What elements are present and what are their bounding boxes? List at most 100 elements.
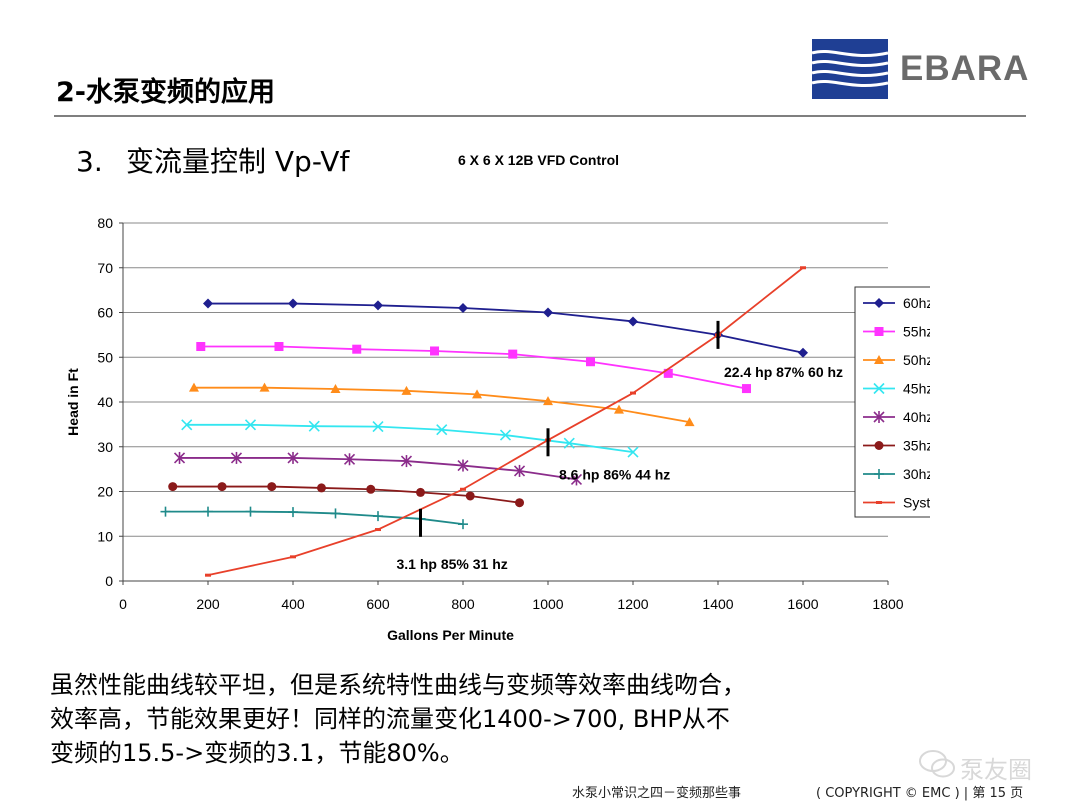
data-point: [499, 429, 512, 441]
marker-shape: [401, 385, 412, 395]
legend-label: System: [903, 495, 930, 511]
series-line-system: [207, 267, 804, 577]
series-line-40hz: [179, 457, 577, 481]
marker-shape: [515, 498, 525, 508]
marker-shape: [465, 491, 475, 501]
x-tick-label: 200: [196, 596, 220, 612]
x-tick-label: 0: [119, 596, 127, 612]
legend-marker: [874, 469, 884, 479]
data-point: [628, 316, 638, 327]
y-tick-label: 60: [97, 305, 113, 321]
marker-shape: [267, 482, 277, 492]
data-point: [160, 506, 171, 517]
data-point: [168, 482, 178, 492]
x-tick-label: 400: [281, 596, 305, 612]
data-point: [290, 555, 296, 559]
marker-shape: [613, 404, 624, 414]
marker-shape: [798, 347, 808, 358]
marker-shape: [290, 555, 296, 559]
marker-shape: [259, 382, 270, 392]
legend-label: 60hz: [903, 295, 930, 311]
data-point: [288, 507, 298, 518]
data-point: [430, 346, 440, 356]
ebara-logo: EBARA: [812, 39, 1028, 99]
data-point: [416, 487, 425, 497]
marker-shape: [416, 487, 425, 497]
marker-shape: [316, 483, 326, 493]
x-tick-label: 1000: [532, 596, 563, 612]
data-point: [343, 453, 356, 466]
x-axis-label: Gallons Per Minute: [387, 627, 514, 643]
marker-shape: [458, 303, 468, 314]
data-point: [203, 298, 213, 309]
data-point: [188, 382, 199, 392]
x-tick-label: 1200: [617, 596, 648, 612]
data-point: [663, 368, 673, 378]
legend-label: 40hz: [903, 409, 930, 425]
marker-shape: [499, 429, 512, 441]
data-point: [217, 482, 227, 492]
marker-shape: [168, 482, 178, 492]
data-point: [684, 417, 695, 427]
x-tick-label: 1400: [702, 596, 733, 612]
y-tick-label: 70: [97, 260, 113, 276]
body-line: 效率高，节能效果更好！同样的流量变化1400->700, BHP从不: [50, 705, 730, 733]
marker-shape: [274, 342, 284, 352]
marker-shape: [663, 368, 673, 378]
data-point: [586, 357, 595, 367]
data-point: [288, 298, 298, 309]
body-line: 虽然性能曲线较平坦，但是系统特性曲线与变频等效率曲线吻合，: [50, 671, 746, 699]
marker-shape: [874, 298, 884, 308]
data-point: [205, 573, 211, 577]
marker-shape: [876, 501, 882, 504]
legend-marker: [874, 441, 884, 450]
body-line: 变频的15.5->变频的3.1，节能80%。: [50, 739, 464, 767]
marker-shape: [196, 342, 206, 352]
chart-title: 6 X 6 X 12B VFD Control: [458, 152, 620, 168]
marker-shape: [800, 266, 806, 270]
x-tick-label: 800: [451, 596, 475, 612]
marker-shape: [188, 382, 199, 392]
marker-shape: [330, 384, 341, 394]
annotation-label: 3.1 hp 85% 31 hz: [397, 556, 508, 572]
data-point: [244, 419, 257, 431]
data-point: [287, 451, 299, 464]
marker-shape: [586, 357, 595, 367]
data-point: [267, 482, 277, 492]
series-line-50hz: [193, 386, 690, 424]
marker-shape: [203, 298, 213, 309]
y-tick-label: 10: [97, 528, 113, 544]
marker-shape: [628, 316, 638, 327]
data-point: [230, 451, 243, 464]
marker-shape: [543, 307, 553, 318]
marker-shape: [375, 528, 381, 532]
data-point: [472, 389, 483, 399]
marker-shape: [874, 355, 884, 364]
data-point: [181, 419, 193, 431]
slide-title: 2-水泵变频的应用: [56, 77, 275, 108]
data-point: [800, 266, 806, 270]
series-line-35hz: [172, 485, 520, 504]
marker-shape: [508, 349, 518, 359]
data-point: [373, 511, 383, 522]
marker-shape: [874, 441, 884, 450]
data-point: [570, 473, 583, 486]
logo-text: EBARA: [900, 49, 1030, 88]
title-divider: [54, 115, 1026, 117]
marker-shape: [430, 346, 440, 356]
marker-shape: [366, 484, 376, 494]
data-point: [458, 519, 468, 530]
marker-shape: [205, 573, 211, 577]
series-line-30hz: [165, 510, 464, 526]
section-number: 3.: [76, 145, 103, 178]
y-tick-label: 50: [97, 349, 113, 365]
data-point: [563, 437, 575, 449]
data-point: [330, 508, 341, 519]
y-tick-label: 40: [97, 394, 113, 410]
series-line-55hz: [200, 345, 747, 390]
data-point: [373, 300, 383, 311]
data-point: [316, 483, 326, 493]
marker-shape: [460, 487, 466, 491]
data-point: [515, 498, 525, 508]
data-point: [613, 404, 624, 414]
